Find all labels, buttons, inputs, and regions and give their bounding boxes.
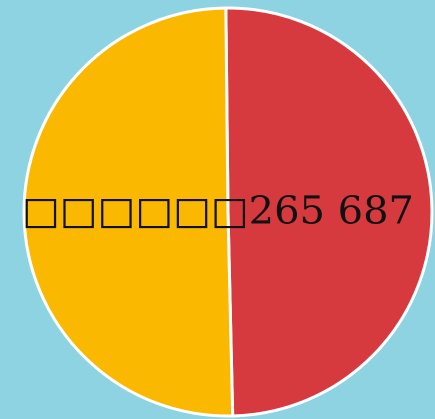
pie: [22, 6, 434, 418]
pie-slice: [224, 6, 434, 418]
pie-label: □□□□□□265 687: [22, 189, 414, 233]
pie-slice: [22, 6, 235, 418]
